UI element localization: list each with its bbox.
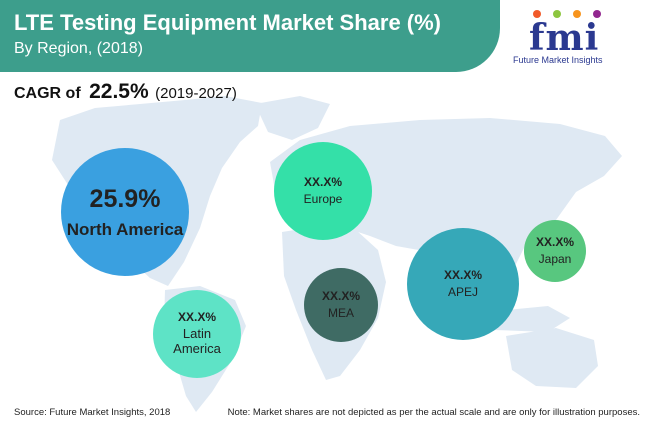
cagr-label: CAGR of	[14, 85, 81, 102]
bubble-region: APEJ	[447, 284, 478, 299]
bubble-value: XX.X%	[177, 309, 216, 324]
bubble-value: XX.X%	[535, 234, 574, 249]
bubble-mea: XX.X% MEA	[304, 268, 378, 342]
bubble-value: XX.X%	[443, 267, 482, 282]
bubble-value: XX.X%	[321, 288, 360, 303]
bubble-region-line-2: America	[173, 341, 221, 357]
fmi-logo: fmi Future Market Insights	[505, 6, 640, 70]
bubble-apej: XX.X% APEJ	[407, 228, 519, 340]
bubble-region: Japan	[538, 251, 572, 266]
bubble-latin-america: XX.X% Latin America	[153, 290, 241, 378]
logo-dot-3	[573, 10, 581, 18]
bubble-north-america: 25.9% North America	[61, 148, 189, 276]
logo-dot-4	[593, 10, 601, 18]
chart-subtitle: By Region, (2018)	[14, 40, 143, 57]
header-band: LTE Testing Equipment Market Share (%) B…	[0, 0, 500, 72]
chart-title: LTE Testing Equipment Market Share (%)	[14, 10, 442, 35]
bubble-region-line-1: Latin	[182, 326, 212, 342]
bubble-region: North America	[66, 219, 184, 239]
cagr-period: (2019-2027)	[155, 85, 237, 102]
bubble-value: XX.X%	[303, 174, 342, 189]
logo-dot-1	[533, 10, 541, 18]
source-note: Source: Future Market Insights, 2018	[14, 407, 171, 418]
cagr-line: CAGR of 22.5% (2019-2027)	[14, 80, 237, 104]
bubble-japan: XX.X% Japan	[524, 220, 586, 282]
logo-caption: Future Market Insights	[513, 55, 603, 65]
logo-dot-2	[553, 10, 561, 18]
bubble-europe: XX.X% Europe	[274, 142, 372, 240]
cagr-value: 22.5%	[89, 80, 149, 103]
bubble-region: Europe	[303, 191, 343, 206]
bubble-value: 25.9%	[89, 184, 161, 213]
logo-wordmark: fmi	[529, 17, 600, 59]
bubble-region: MEA	[327, 305, 354, 320]
disclaimer-note: Note: Market shares are not depicted as …	[227, 407, 640, 418]
